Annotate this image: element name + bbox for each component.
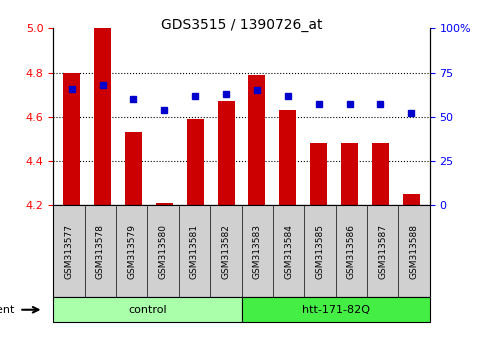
Text: agent: agent bbox=[0, 305, 14, 315]
Text: htt-171-82Q: htt-171-82Q bbox=[302, 305, 369, 315]
Bar bbox=[403, 194, 420, 205]
Text: GSM313583: GSM313583 bbox=[253, 224, 262, 279]
Text: GSM313588: GSM313588 bbox=[410, 224, 419, 279]
Text: GSM313581: GSM313581 bbox=[190, 224, 199, 279]
Text: GSM313586: GSM313586 bbox=[347, 224, 356, 279]
Text: GSM313584: GSM313584 bbox=[284, 224, 293, 279]
Text: control: control bbox=[128, 305, 167, 315]
Bar bbox=[279, 110, 296, 205]
Text: GSM313577: GSM313577 bbox=[64, 224, 73, 279]
Bar bbox=[341, 143, 358, 205]
Text: GDS3515 / 1390726_at: GDS3515 / 1390726_at bbox=[161, 18, 322, 32]
Bar bbox=[187, 119, 204, 205]
Text: GSM313580: GSM313580 bbox=[158, 224, 168, 279]
Bar bbox=[372, 143, 389, 205]
Text: GSM313578: GSM313578 bbox=[96, 224, 105, 279]
Bar bbox=[248, 75, 266, 205]
Bar bbox=[94, 28, 111, 205]
Bar bbox=[63, 73, 80, 205]
Bar bbox=[156, 203, 173, 205]
Bar bbox=[310, 143, 327, 205]
Text: GSM313585: GSM313585 bbox=[315, 224, 325, 279]
Bar bbox=[125, 132, 142, 205]
Text: GSM313587: GSM313587 bbox=[378, 224, 387, 279]
Text: GSM313579: GSM313579 bbox=[127, 224, 136, 279]
Text: GSM313582: GSM313582 bbox=[221, 224, 230, 279]
Bar bbox=[217, 101, 235, 205]
